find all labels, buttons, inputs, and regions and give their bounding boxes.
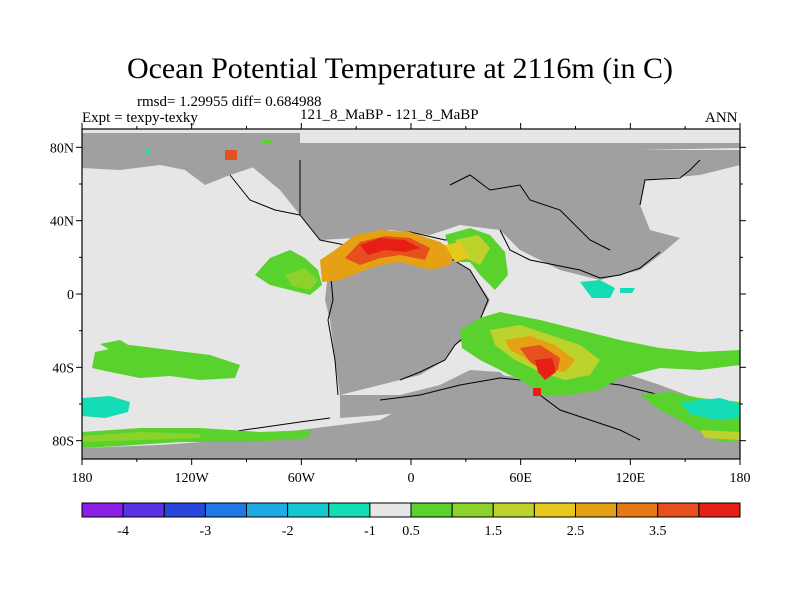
colorbar-box bbox=[410, 502, 453, 518]
colorbar-box bbox=[616, 502, 659, 518]
colorbar-box bbox=[163, 502, 206, 518]
colorbar-label: -2 bbox=[282, 524, 294, 539]
experiment-label: Expt = texpy-texky bbox=[82, 110, 198, 126]
x-tick-label: 120W bbox=[175, 471, 210, 486]
colorbar-box bbox=[451, 502, 494, 518]
colorbar-box bbox=[81, 502, 124, 518]
axis-tick-labels: 180 120W 60W 0 60E 120E 180 80N 40N 0 40S 80S bbox=[50, 141, 751, 486]
colorbar-label: 2.5 bbox=[567, 524, 585, 539]
colorbar-box bbox=[287, 502, 330, 518]
anomaly-shading bbox=[82, 140, 740, 448]
stats-label: rmsd= 1.29955 diff= 0.684988 bbox=[137, 94, 322, 110]
chart-title: Ocean Potential Temperature at 2116m (in… bbox=[126, 52, 674, 85]
colorbar-box bbox=[122, 502, 165, 518]
season-label: ANN bbox=[705, 110, 738, 126]
x-tick-label: 60W bbox=[288, 471, 316, 486]
colorbar-labels: -4 -3 -2 -1 0.5 1.5 2.5 3.5 bbox=[117, 524, 666, 539]
y-tick-label: 80N bbox=[50, 141, 74, 156]
colorbar-label: 3.5 bbox=[649, 524, 667, 539]
colorbar-label: -4 bbox=[117, 524, 129, 539]
colorbar-label: -3 bbox=[200, 524, 212, 539]
y-tick-label: 40S bbox=[52, 361, 74, 376]
y-tick-label: 0 bbox=[67, 288, 74, 303]
colorbar-box bbox=[575, 502, 618, 518]
region-southwest-pacific-cool bbox=[82, 396, 130, 418]
colorbar-label: 0.5 bbox=[402, 524, 420, 539]
x-tick-label: 0 bbox=[408, 471, 415, 486]
colorbar-box bbox=[369, 502, 412, 518]
colorbar-box bbox=[328, 502, 371, 518]
colorbar-box bbox=[533, 502, 576, 518]
x-tick-label: 180 bbox=[730, 471, 751, 486]
region-indo-pacific-cool bbox=[580, 280, 615, 298]
x-tick-label: 120E bbox=[616, 471, 646, 486]
case-label: 121_8_MaBP - 121_8_MaBP bbox=[300, 107, 479, 123]
colorbar-box bbox=[657, 502, 700, 518]
colorbar-label: 1.5 bbox=[485, 524, 503, 539]
colorbar-box bbox=[698, 502, 741, 518]
colorbar-box bbox=[204, 502, 247, 518]
map-plot-area bbox=[82, 129, 740, 459]
colorbar-box bbox=[492, 502, 535, 518]
region-south-indian-cool bbox=[680, 398, 740, 420]
colorbar-label: -1 bbox=[364, 524, 376, 539]
y-tick-label: 80S bbox=[52, 435, 74, 450]
region-south-pacific-band bbox=[92, 345, 240, 380]
x-tick-label: 180 bbox=[72, 471, 93, 486]
axis-ticks bbox=[76, 123, 746, 465]
colorbar bbox=[81, 502, 741, 518]
y-tick-label: 40N bbox=[50, 215, 74, 230]
x-tick-label: 60E bbox=[509, 471, 532, 486]
colorbar-box bbox=[246, 502, 289, 518]
